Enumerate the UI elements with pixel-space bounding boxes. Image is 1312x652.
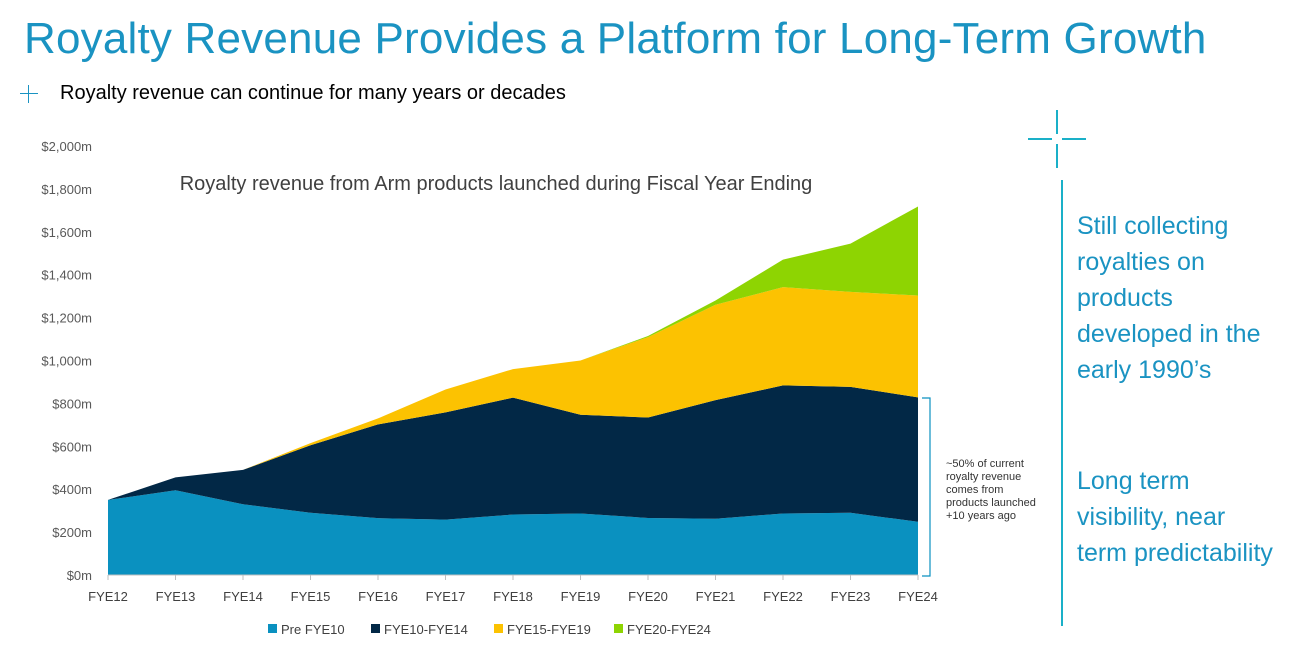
plus-icon (18, 83, 40, 105)
legend: Pre FYE10 FYE10-FYE14 FYE15-FYE19 FYE20-FYE… (268, 622, 711, 637)
x-tick-label: FYE21 (696, 589, 736, 604)
chart-title: Royalty revenue from Arm products launch… (180, 173, 813, 195)
annotation-note: ~50% of current royalty revenue comes fr… (946, 458, 1066, 523)
bracket (922, 397, 931, 577)
side-line-text: Still collecting (1077, 212, 1229, 240)
y-tick-label: $200m (52, 525, 92, 540)
y-tick-label: $400m (52, 482, 92, 497)
x-tick-label: FYE24 (898, 589, 938, 604)
x-tick-label: FYE14 (223, 589, 263, 604)
legend-label: FYE15-FYE19 (507, 622, 591, 637)
side-line-text: products (1077, 284, 1173, 312)
x-tick-label: FYE22 (763, 589, 803, 604)
x-tick-label: FYE13 (156, 589, 196, 604)
x-tick-label: FYE18 (493, 589, 533, 604)
divider-line (1061, 180, 1063, 626)
legend-swatch (268, 624, 277, 633)
x-tick-label: FYE20 (628, 589, 668, 604)
area-series-group (108, 206, 918, 575)
side-line-text: early 1990’s (1077, 356, 1212, 384)
y-tick-label: $2,000m (41, 139, 92, 154)
y-axis: $0m $200m $400m $600m $800m $1,000m $1,200m $1,… (41, 139, 92, 583)
legend-label: FYE20-FYE24 (627, 622, 711, 637)
y-tick-label: $1,400m (41, 268, 92, 283)
y-tick-label: $1,600m (41, 225, 92, 240)
x-tick-label: FYE17 (426, 589, 466, 604)
y-tick-label: $800m (52, 396, 92, 411)
annotation-line: royalty revenue (946, 471, 1022, 483)
bullet-text: Royalty revenue can continue for many ye… (60, 82, 566, 104)
legend-swatch (494, 624, 503, 633)
x-tick-label: FYE15 (291, 589, 331, 604)
x-tick-label: FYE19 (561, 589, 601, 604)
page-title: Royalty Revenue Provides a Platform for … (24, 14, 1207, 63)
x-tick-label: FYE16 (358, 589, 398, 604)
y-tick-label: $1,200m (41, 311, 92, 326)
area-series-pre-fye10 (108, 490, 918, 575)
legend-label: FYE10-FYE14 (384, 622, 468, 637)
annotation-line: +10 years ago (946, 510, 1017, 522)
bullet-row: Royalty revenue can continue for many ye… (18, 82, 566, 105)
annotation-line: comes from (946, 484, 1004, 496)
area-series-fye15-fye19 (108, 287, 918, 500)
legend-label: Pre FYE10 (281, 622, 345, 637)
crosshair-icon (1028, 110, 1086, 168)
side-line-text: visibility, near (1077, 503, 1226, 531)
y-tick-label: $600m (52, 439, 92, 454)
area-series-fye10-fye14 (108, 385, 918, 522)
side-line-text: term predictability (1077, 539, 1273, 567)
annotation-line: products launched (946, 497, 1036, 509)
annotation-line: ~50% of current (946, 458, 1024, 470)
y-tick-label: $0m (67, 568, 92, 583)
x-tick-label: FYE12 (88, 589, 128, 604)
x-tick-label: FYE23 (831, 589, 871, 604)
y-tick-label: $1,000m (41, 354, 92, 369)
legend-swatch (371, 624, 380, 633)
side-line-text: royalties on (1077, 248, 1205, 276)
side-line-text: Long term (1077, 467, 1190, 495)
y-tick-label: $1,800m (41, 182, 92, 197)
x-axis: FYE12 FYE13 FYE14 FYE15 FYE16 FYE17 FYE18 FYE19… (88, 574, 938, 604)
side-line-text: developed in the (1077, 320, 1261, 348)
side-callout-1: Still collecting royalties on products d… (1077, 208, 1309, 388)
side-callout-2: Long term visibility, near term predicta… (1077, 463, 1309, 571)
legend-swatch (614, 624, 623, 633)
